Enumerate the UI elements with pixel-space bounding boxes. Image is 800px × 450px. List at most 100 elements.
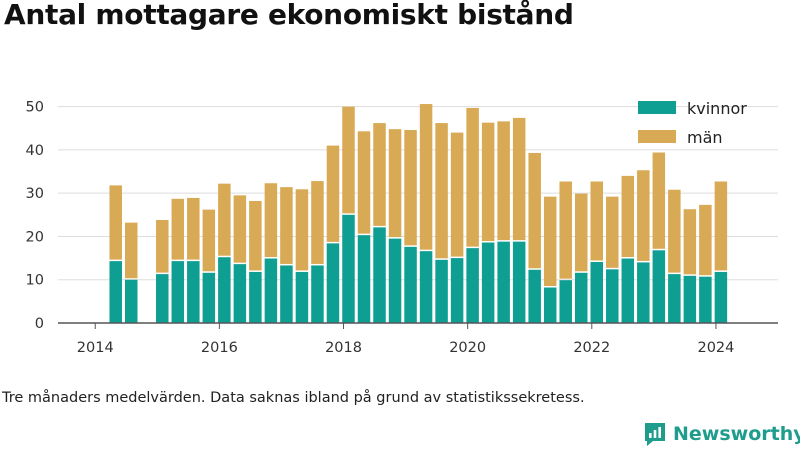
legend-label-kvinnor: kvinnor [687,99,747,118]
y-tick-label: 0 [35,316,44,332]
bar-kvinnor [574,272,588,323]
bar-man [699,204,712,276]
bar-kvinnor [683,275,697,323]
bar-kvinnor [497,241,510,323]
bar-man [543,196,557,287]
bar-kvinnor [218,257,231,323]
bar-man [311,181,324,264]
bar-kvinnor [652,250,666,323]
bar-man [249,200,262,271]
bar-man [683,209,697,275]
bar-kvinnor [668,274,681,323]
bar-kvinnor [311,265,324,323]
bar-kvinnor [590,261,604,323]
brand-logo: Newsworthy [643,419,800,449]
bar-kvinnor [466,248,479,323]
bar-kvinnor [435,259,448,323]
bar-man [156,220,169,273]
bar-man [668,189,681,273]
bar-kvinnor [637,262,650,323]
bar-kvinnor [606,269,619,323]
bar-man [497,121,510,241]
newsworthy-logo-icon [645,423,665,446]
bar-man [466,107,479,247]
bar-man [481,122,495,242]
legend-swatch-man [638,130,676,143]
bar-kvinnor [124,279,138,323]
y-tick-label: 40 [26,143,44,159]
x-tick-label: 2014 [77,340,114,356]
bar-man [637,170,650,261]
bar-kvinnor [528,269,541,323]
bar-man [264,183,278,258]
x-tick-label: 2022 [573,340,610,356]
bar-man [280,187,293,264]
bar-man [388,129,402,238]
bar-kvinnor [404,246,417,323]
bar-man [404,130,417,246]
bar-man [652,152,666,249]
bar-kvinnor [357,235,371,323]
bar-man [357,131,371,234]
bar-kvinnor [109,261,122,323]
chart-title: Antal mottagare ekonomiskt bistånd [4,0,574,31]
bar-kvinnor [187,261,200,323]
bar-man [295,189,309,271]
bar-man [202,209,216,272]
bar-kvinnor [714,271,728,323]
bar-man [450,132,464,257]
bar-kvinnor [543,287,557,323]
bar-man [621,175,635,258]
bar-kvinnor [373,227,386,323]
bar-man [714,181,728,271]
bar-kvinnor [202,272,216,323]
bar-kvinnor [249,271,262,323]
bar-kvinnor [559,280,572,323]
bar-man [373,123,386,226]
bar-kvinnor [342,214,355,323]
bar-kvinnor [233,264,247,323]
bar-man [342,106,355,214]
y-tick-label: 30 [26,186,44,202]
bar-kvinnor [280,265,293,323]
bar-man [109,185,122,260]
x-tick-label: 2020 [449,340,486,356]
y-tick-label: 50 [26,100,44,116]
bar-kvinnor [419,251,433,323]
bar-man [590,181,604,261]
bar-man [124,222,138,279]
bar-man [606,196,619,268]
bar-kvinnor [156,274,169,323]
bar-kvinnor [388,238,402,323]
bar-kvinnor [481,242,495,323]
bar-man [512,117,526,241]
bar-man [435,123,448,259]
x-tick-label: 2018 [325,340,362,356]
bar-kvinnor [171,261,185,323]
bar-kvinnor [699,276,712,323]
bar-man [528,152,541,269]
bar-man [218,183,231,256]
bar-man [326,145,340,242]
bar-man [419,104,433,250]
bar-kvinnor [326,243,340,323]
bar-kvinnor [450,258,464,323]
bar-man [574,193,588,272]
bar-man [187,197,200,260]
x-tick-label: 2024 [697,340,734,356]
stacked-bar-chart: 0 10 20 30 40 50 2014 2016 2018 2020 2022 2024 kvinn… [26,99,778,356]
chart-footnote: Tre månaders medelvärden. Data saknas ib… [2,390,585,406]
y-tick-label: 20 [26,229,44,245]
bar-kvinnor [264,258,278,323]
brand-name: Newsworthy [673,423,800,445]
legend-swatch-kvinnor [638,101,676,114]
bar-man [171,198,185,260]
bar-man [559,181,572,279]
legend-label-man: män [687,128,723,147]
x-tick-label: 2016 [201,340,238,356]
bar-kvinnor [512,241,526,323]
y-tick-label: 10 [26,273,44,289]
bar-kvinnor [621,258,635,323]
bar-kvinnor [295,271,309,323]
bar-man [233,195,247,263]
